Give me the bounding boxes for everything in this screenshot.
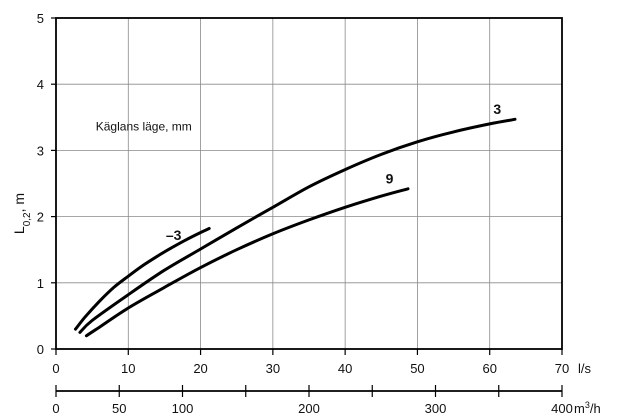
grid	[56, 18, 562, 349]
x-tick-label: 10	[121, 361, 135, 376]
y-axis: 0 1 2 3 4 5	[37, 11, 56, 357]
x-tick-label: 30	[266, 361, 280, 376]
x2-tick-label: 0	[52, 401, 59, 416]
plot-frame	[55, 17, 563, 350]
y-tick-label: 4	[37, 77, 44, 92]
x2-tick-label: 300	[425, 401, 447, 416]
y-tick-label: 2	[37, 210, 44, 225]
x-axis-secondary-unit: m3/h	[574, 400, 601, 416]
x2-tick-label: 100	[172, 401, 194, 416]
x-axis-primary: 0 10 20 30 40 50 60 70	[52, 349, 569, 376]
x2-tick-label: 200	[298, 401, 320, 416]
series-line	[74, 227, 211, 331]
x-tick-label: 60	[482, 361, 496, 376]
series-layer: –3 3 9	[74, 101, 517, 338]
y-tick-label: 5	[37, 11, 44, 26]
x-tick-label: 0	[52, 361, 59, 376]
x-axis-unit: l/s	[578, 361, 592, 376]
y-axis-label: L0,2, m	[11, 193, 33, 234]
y-tick-label: 1	[37, 276, 44, 291]
y-tick-label: 0	[37, 342, 44, 357]
series-label: 9	[386, 171, 394, 187]
x-tick-label: 40	[338, 361, 352, 376]
x-tick-label: 20	[193, 361, 207, 376]
legend-annotation: Käglans läge, mm	[96, 120, 192, 134]
series-label: 3	[493, 101, 501, 117]
x2-tick-label: 50	[112, 401, 126, 416]
x-tick-label: 70	[555, 361, 569, 376]
x-axis-secondary: 0 50 100 200 300 400	[52, 385, 573, 416]
x2-tick-label: 400	[551, 401, 573, 416]
series-line	[84, 187, 410, 338]
x-tick-label: 50	[410, 361, 424, 376]
series-line	[78, 117, 517, 334]
y-tick-label: 3	[37, 143, 44, 158]
series-label: –3	[166, 227, 182, 243]
